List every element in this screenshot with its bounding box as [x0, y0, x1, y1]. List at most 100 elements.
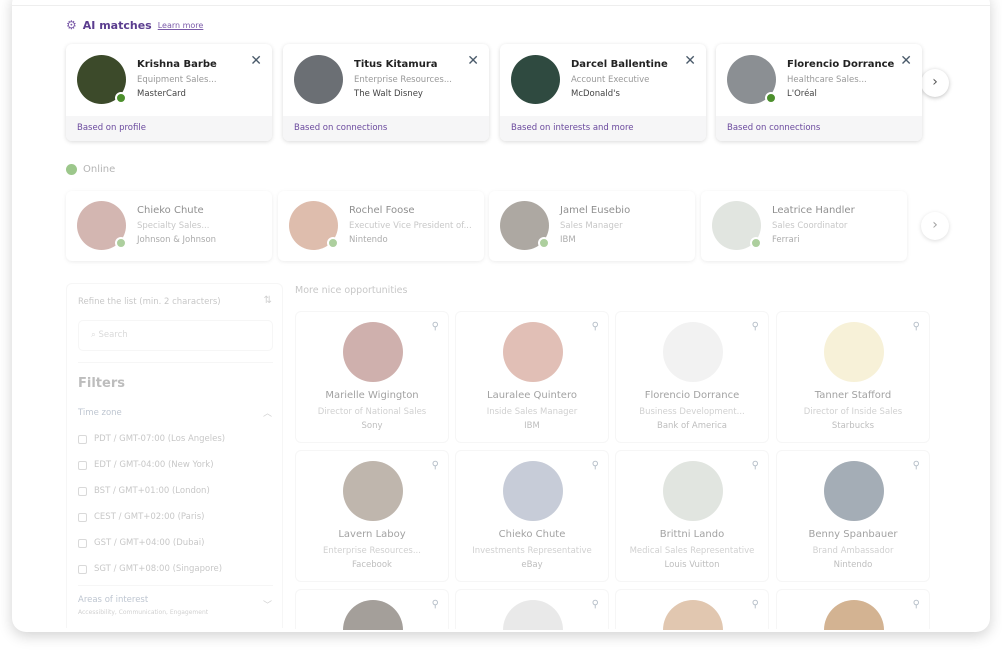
person-title: Inside Sales Manager — [486, 407, 578, 417]
person-card[interactable]: ⚲ Lauralee Quintero Inside Sales Manager IB… — [455, 311, 609, 443]
person-card[interactable]: ⚲ — [295, 589, 449, 630]
person-name: Titus Kitamura — [354, 59, 438, 70]
search-input[interactable]: ⌕ Search — [78, 320, 273, 351]
online-status-dot — [115, 237, 127, 249]
online-person-card[interactable]: Rochel Foose Executive Vice President of.… — [278, 191, 484, 261]
ai-match-card[interactable]: Darcel Ballentine Account Executive McDona… — [500, 44, 706, 141]
person-card[interactable]: ⚲ Florencio Dorrance Business Development.… — [615, 311, 769, 443]
chevron-up-icon[interactable]: ︿ — [262, 409, 272, 419]
checkbox[interactable] — [78, 512, 87, 522]
checkbox-label: EDT / GMT-04:00 (New York) — [94, 460, 214, 470]
time-zone-checkbox[interactable]: GST / GMT+04:00 (Dubai) — [78, 538, 204, 548]
chevron-down-icon[interactable]: ﹀ — [262, 601, 272, 611]
add-contact-icon[interactable]: ⚲ — [751, 321, 759, 332]
person-company: Sony — [361, 421, 383, 431]
time-zone-checkbox[interactable]: CEST / GMT+02:00 (Paris) — [78, 512, 204, 522]
ai-match-card[interactable]: Titus Kitamura Enterprise Resources... The… — [283, 44, 489, 141]
divider — [12, 5, 990, 6]
person-company: MasterCard — [137, 89, 186, 99]
checkbox[interactable] — [78, 564, 87, 574]
person-name: Leatrice Handler — [772, 205, 855, 216]
app-window: ⚙ AI matches Learn more › Online › Refin… — [12, 0, 990, 632]
search-placeholder: Search — [98, 330, 128, 340]
person-card[interactable]: ⚲ Brittni Lando Medical Sales Representati… — [615, 450, 769, 582]
add-contact-icon[interactable]: ⚲ — [591, 460, 599, 471]
learn-more-link[interactable]: Learn more — [157, 20, 204, 30]
person-card[interactable]: ⚲ Tanner Stafford Director of Inside Sales… — [776, 311, 930, 443]
person-title: Equipment Sales... — [137, 75, 217, 85]
person-title: Sales Manager — [560, 221, 623, 231]
person-company: Bank of America — [656, 421, 727, 431]
close-icon[interactable]: ✕ — [900, 53, 912, 69]
person-title: Account Executive — [571, 75, 650, 85]
checkbox[interactable] — [78, 538, 87, 548]
person-company: IBM — [524, 421, 540, 431]
ai-match-card[interactable]: Florencio Dorrance Healthcare Sales... L'O… — [716, 44, 922, 141]
add-contact-icon[interactable]: ⚲ — [431, 460, 439, 471]
person-title: Director of National Sales — [317, 407, 427, 417]
person-card[interactable]: ⚲ Chieko Chute Investments Representative e… — [455, 450, 609, 582]
person-name: Chieko Chute — [137, 205, 204, 216]
time-zone-checkbox[interactable]: PDT / GMT-07:00 (Los Angeles) — [78, 434, 225, 444]
avatar — [503, 322, 563, 382]
ai-match-card[interactable]: Krishna Barbe Equipment Sales... MasterCar… — [66, 44, 272, 141]
match-reason: Based on connections — [716, 116, 922, 141]
avatar — [343, 461, 403, 521]
add-contact-icon[interactable]: ⚲ — [912, 321, 920, 332]
add-contact-icon[interactable]: ⚲ — [912, 599, 920, 610]
close-icon[interactable]: ✕ — [684, 53, 696, 69]
person-title: Specialty Sales... — [137, 221, 210, 231]
match-reason: Based on profile — [66, 116, 272, 141]
person-name: Tanner Stafford — [814, 390, 892, 401]
avatar — [343, 322, 403, 382]
person-title: Enterprise Resources... — [323, 546, 421, 556]
online-header: Online — [66, 164, 115, 175]
person-name: Chieko Chute — [498, 529, 566, 540]
person-title: Business Development... — [639, 407, 745, 417]
online-status-dot — [115, 92, 127, 104]
online-label: Online — [83, 164, 116, 175]
checkbox[interactable] — [78, 486, 87, 496]
next-online-button[interactable]: › — [921, 212, 949, 240]
areas-selected: Accessibility, Communication, Engagement — [78, 609, 209, 616]
add-contact-icon[interactable]: ⚲ — [431, 599, 439, 610]
close-icon[interactable]: ✕ — [250, 53, 262, 69]
avatar — [343, 600, 403, 630]
person-name: Marielle Wigington — [325, 390, 419, 401]
divider — [78, 585, 273, 586]
match-reason: Based on connections — [283, 116, 489, 141]
next-matches-button[interactable]: › — [921, 69, 949, 97]
online-person-card[interactable]: Jamel Eusebio Sales Manager IBM — [489, 191, 695, 261]
person-company: Nintendo — [349, 235, 388, 245]
checkbox[interactable] — [78, 434, 87, 444]
avatar — [824, 322, 884, 382]
online-person-card[interactable]: Chieko Chute Specialty Sales... Johnson & … — [66, 191, 272, 261]
online-person-card[interactable]: Leatrice Handler Sales Coordinator Ferrari — [701, 191, 907, 261]
checkbox[interactable] — [78, 460, 87, 470]
person-card[interactable]: ⚲ Lavern Laboy Enterprise Resources... Face… — [295, 450, 449, 582]
person-name: Krishna Barbe — [137, 59, 217, 70]
online-status-dot — [750, 237, 762, 249]
person-card[interactable]: ⚲ — [776, 589, 930, 630]
add-contact-icon[interactable]: ⚲ — [591, 599, 599, 610]
person-card[interactable]: ⚲ — [455, 589, 609, 630]
areas-of-interest-label[interactable]: Areas of interest — [78, 595, 149, 605]
person-card[interactable]: ⚲ Benny Spanbauer Brand Ambassador Nintendo — [776, 450, 930, 582]
add-contact-icon[interactable]: ⚲ — [912, 460, 920, 471]
time-zone-checkbox[interactable]: SGT / GMT+08:00 (Singapore) — [78, 564, 222, 574]
person-card[interactable]: ⚲ — [615, 589, 769, 630]
person-card[interactable]: ⚲ Marielle Wigington Director of National … — [295, 311, 449, 443]
add-contact-icon[interactable]: ⚲ — [431, 321, 439, 332]
time-zone-checkbox[interactable]: EDT / GMT-04:00 (New York) — [78, 460, 214, 470]
add-contact-icon[interactable]: ⚲ — [591, 321, 599, 332]
close-icon[interactable]: ✕ — [467, 53, 479, 69]
time-zone-checkbox[interactable]: BST / GMT+01:00 (London) — [78, 486, 210, 496]
add-contact-icon[interactable]: ⚲ — [751, 599, 759, 610]
avatar — [663, 322, 723, 382]
divider — [78, 362, 273, 363]
online-status-dot — [538, 237, 550, 249]
add-contact-icon[interactable]: ⚲ — [751, 460, 759, 471]
online-status-dot — [327, 237, 339, 249]
online-status-dot — [66, 164, 77, 175]
sort-icon[interactable]: ⇅ — [263, 295, 272, 306]
